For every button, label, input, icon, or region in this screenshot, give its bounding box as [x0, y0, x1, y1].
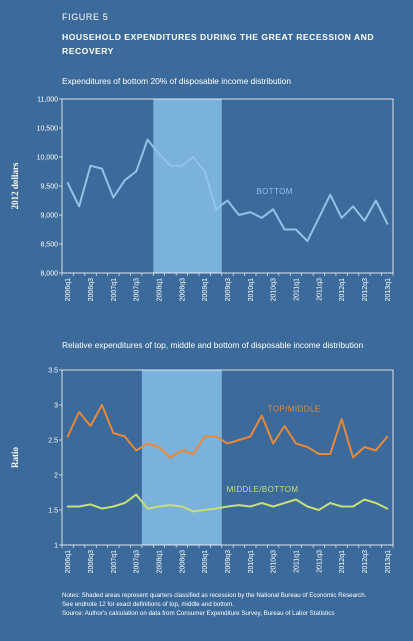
x-tick-label: 2007q3 — [134, 550, 141, 573]
series-label: MIDDLE/BOTTOM — [227, 485, 299, 494]
y-tick-label: 1 — [54, 543, 58, 550]
x-tick-label: 2012q3 — [362, 278, 369, 301]
plot-frame — [61, 98, 394, 274]
x-tick-label: 2012q1 — [339, 550, 346, 573]
x-tick-label: 2011q3 — [316, 278, 323, 301]
figure-notes: Notes: Shaded areas represent quarters c… — [62, 592, 407, 618]
y-axis-label: Ratio — [10, 447, 20, 468]
x-tick-label: 2013q1 — [385, 278, 392, 301]
x-tick-label: 2006q1 — [65, 278, 72, 301]
x-tick-label: 2012q3 — [362, 550, 369, 573]
y-tick-label: 3.5 — [48, 368, 58, 375]
chart-relative-expenditures: 1 1.5 2 2.5 3 3.5 2006q1 2006q3 2007q1 2007q3 2008… — [10, 368, 394, 573]
y-tick-label: 10,500 — [37, 126, 59, 133]
series-line-top-middle — [66, 404, 389, 459]
y-tick-label: 8,000 — [40, 271, 58, 278]
y-tick-label: 10,000 — [37, 155, 59, 162]
x-tick-label: 2009q1 — [202, 550, 209, 573]
x-tick-label: 2010q1 — [248, 278, 255, 301]
y-tick-label: 2.5 — [48, 438, 58, 445]
x-tick-label: 2009q3 — [225, 550, 232, 573]
y-tick-label: 9,500 — [40, 184, 58, 191]
series-line-middle-bottom — [66, 493, 389, 513]
note-endnote: See endnote 12 for exact definitions of … — [62, 601, 234, 609]
x-tick-label: 2010q3 — [271, 550, 278, 573]
y-tick-label: 11,000 — [37, 97, 58, 104]
figure-label: FIGURE 5 — [62, 12, 109, 22]
x-tick-label: 2013q1 — [385, 550, 392, 573]
y-tick-label: 2 — [54, 473, 58, 480]
x-tick-label: 2008q1 — [157, 278, 164, 301]
x-tick-label: 2006q3 — [88, 278, 95, 301]
x-tick-label: 2010q3 — [271, 278, 278, 301]
x-tick-label: 2006q1 — [65, 550, 72, 573]
chart1-title: Expenditures of bottom 20% of disposable… — [62, 76, 292, 86]
y-tick-label: 3 — [54, 403, 58, 410]
x-tick-label: 2006q3 — [88, 550, 95, 573]
note-source: Source: Author's calculation on data fro… — [62, 609, 335, 617]
plot-frame — [61, 369, 394, 546]
x-tick-label: 2008q3 — [179, 550, 186, 573]
x-tick-label: 2012q1 — [339, 278, 346, 301]
x-tick-label: 2007q3 — [134, 278, 141, 301]
x-tick-label: 2007q1 — [111, 278, 118, 301]
x-tick-label: 2008q3 — [179, 278, 186, 301]
series-label: BOTTOM — [256, 187, 292, 196]
x-tick-label: 2011q1 — [293, 278, 300, 301]
x-tick-label: 2011q3 — [316, 550, 323, 573]
chart-bottom-expenditures: 8,000 8,500 9,000 9,500 10,000 10,500 11,000 20… — [10, 97, 394, 301]
y-tick-label: 9,000 — [40, 213, 58, 220]
recession-shading — [153, 99, 222, 273]
note-recession: Notes: Shaded areas represent quarters c… — [62, 592, 367, 599]
series-line-bottom — [66, 138, 389, 243]
series-label: TOP/MIDDLE — [268, 405, 321, 414]
chart2-title: Relative expenditures of top, middle and… — [62, 340, 364, 350]
figure-title: HOUSEHOLD EXPENDITURES DURING THE GREAT … — [62, 32, 375, 56]
y-tick-label: 1.5 — [48, 508, 58, 515]
y-tick-label: 8,500 — [40, 242, 58, 249]
y-axis-label: 2012 dollars — [10, 162, 20, 209]
x-tick-label: 2009q1 — [202, 278, 209, 301]
x-tick-label: 2008q1 — [157, 550, 164, 573]
x-tick-label: 2009q3 — [225, 278, 232, 301]
x-tick-label: 2010q1 — [248, 550, 255, 573]
x-tick-label: 2007q1 — [111, 550, 118, 573]
recession-shading — [141, 370, 222, 545]
x-tick-label: 2011q1 — [293, 550, 300, 573]
